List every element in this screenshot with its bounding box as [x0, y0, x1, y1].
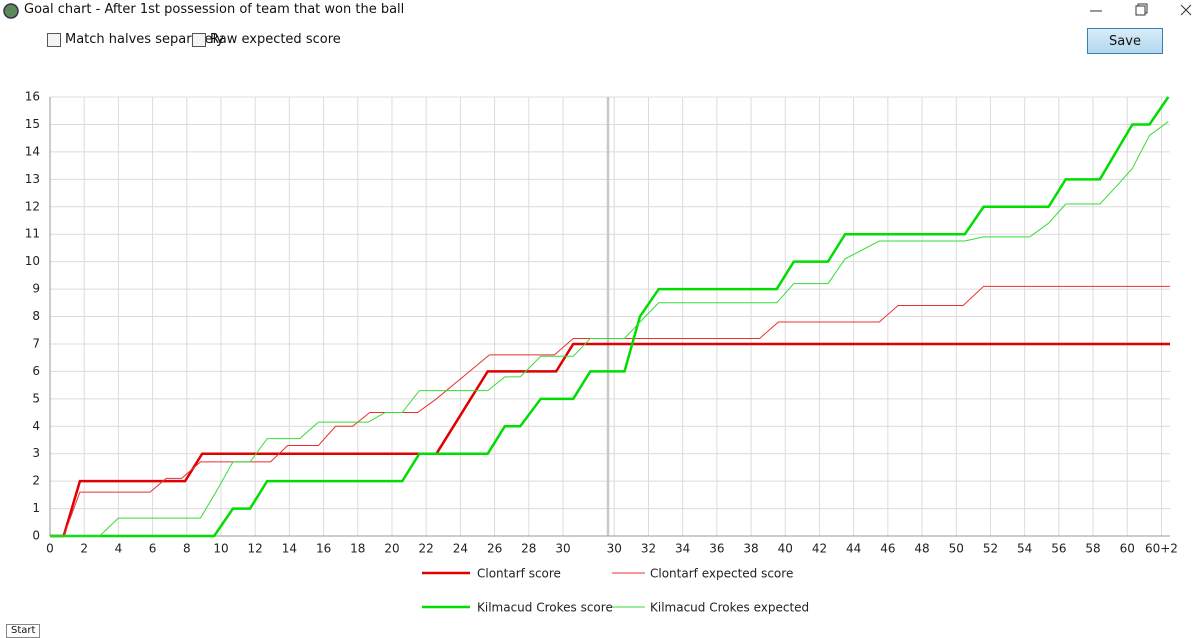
x-tick-label: 52 — [983, 542, 998, 556]
x-tick-label: 0 — [46, 542, 54, 556]
x-tick-label: 44 — [846, 542, 861, 556]
x-tick-label: 28 — [521, 542, 536, 556]
x-tick-label: 36 — [709, 542, 724, 556]
y-tick-label: 13 — [25, 172, 40, 186]
y-tick-label: 16 — [25, 90, 40, 104]
window-title: Goal chart - After 1st possession of tea… — [24, 2, 405, 17]
x-tick-label: 22 — [419, 542, 434, 556]
series-line — [50, 285, 1170, 537]
checkbox-box[interactable] — [192, 32, 206, 47]
x-tick-label: 46 — [880, 542, 895, 556]
checkbox-label[interactable]: Match halves separately — [65, 32, 224, 47]
y-tick-label: 10 — [25, 254, 40, 268]
start-button[interactable]: Start — [6, 624, 41, 638]
x-tick-label: 24 — [453, 542, 468, 556]
x-tick-label: 48 — [914, 542, 929, 556]
y-tick-label: 8 — [32, 309, 40, 323]
legend-label: Kilmacud Crokes score — [477, 601, 613, 615]
x-tick-label: 14 — [282, 542, 297, 556]
y-tick-label: 2 — [32, 474, 40, 488]
y-tick-label: 7 — [32, 336, 40, 350]
y-tick-label: 6 — [32, 364, 40, 378]
y-tick-label: 4 — [32, 419, 40, 433]
x-tick-label: 56 — [1051, 542, 1066, 556]
x-tick-label: 60+2 — [1145, 542, 1178, 556]
save-button[interactable]: Save — [1087, 28, 1163, 54]
x-tick-label: 40 — [778, 542, 793, 556]
x-tick-label: 10 — [213, 542, 228, 556]
x-tick-label: 32 — [641, 542, 656, 556]
x-tick-label: 30 — [555, 542, 570, 556]
series-line — [50, 96, 1170, 538]
checkbox-label[interactable]: Raw expected score — [210, 32, 341, 47]
x-tick-label: 54 — [1017, 542, 1032, 556]
x-tick-label: 8 — [183, 542, 191, 556]
checkbox[interactable]: Raw expected score — [192, 32, 341, 47]
x-tick-label: 18 — [350, 542, 365, 556]
y-tick-label: 5 — [32, 391, 40, 405]
x-tick-label: 16 — [316, 542, 331, 556]
checkbox-box[interactable] — [47, 32, 61, 47]
checkbox[interactable]: Match halves separately — [47, 32, 224, 47]
app-icon — [3, 3, 19, 19]
x-tick-label: 50 — [949, 542, 964, 556]
x-tick-label: 4 — [115, 542, 123, 556]
window-controls[interactable] — [1070, 0, 1200, 24]
x-tick-label: 26 — [487, 542, 502, 556]
x-tick-label: 20 — [384, 542, 399, 556]
x-tick-label: 42 — [812, 542, 827, 556]
x-tick-label: 2 — [80, 542, 88, 556]
x-tick-label: 60 — [1120, 542, 1135, 556]
series-line — [50, 342, 1170, 538]
y-tick-label: 15 — [25, 117, 40, 131]
series-line — [50, 121, 1169, 537]
x-tick-label: 12 — [248, 542, 263, 556]
x-tick-label: 30 — [607, 542, 622, 556]
x-tick-label: 38 — [743, 542, 758, 556]
x-tick-label: 58 — [1085, 542, 1100, 556]
y-tick-label: 3 — [32, 446, 40, 460]
y-tick-label: 0 — [32, 529, 40, 543]
y-tick-label: 12 — [25, 199, 40, 213]
y-tick-label: 14 — [25, 144, 40, 158]
y-tick-label: 1 — [32, 501, 40, 515]
legend-label: Kilmacud Crokes expected — [650, 601, 809, 615]
y-tick-label: 11 — [25, 227, 40, 241]
x-tick-label: 34 — [675, 542, 690, 556]
y-tick-label: 9 — [32, 282, 40, 296]
legend-label: Clontarf score — [477, 567, 561, 581]
legend-label: Clontarf expected score — [650, 567, 793, 581]
x-tick-label: 6 — [149, 542, 157, 556]
